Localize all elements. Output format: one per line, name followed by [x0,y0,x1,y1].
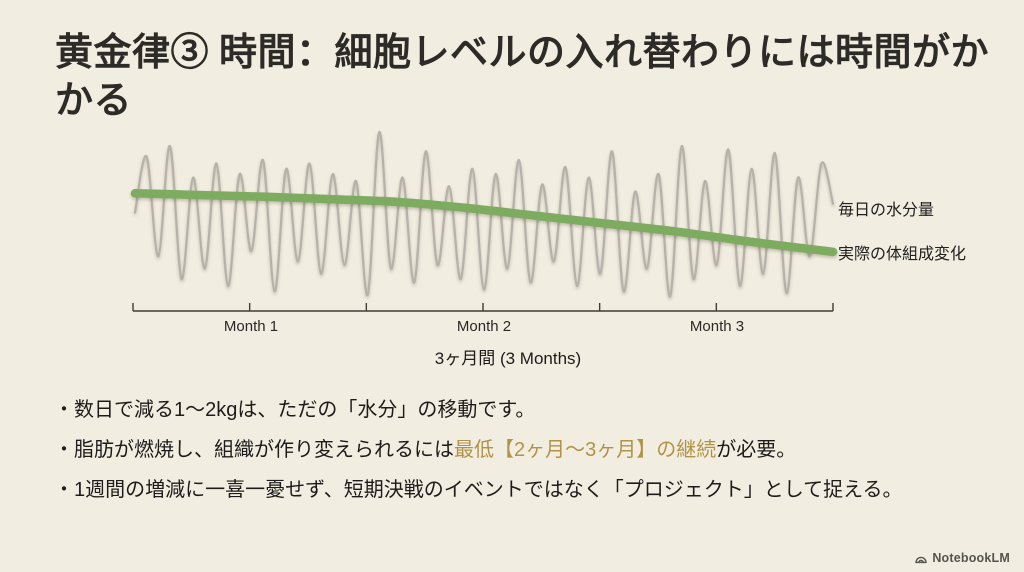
page-title: 黄金律③ 時間：細胞レベルの入れ替わりには時間がかかる [55,32,990,122]
bullet-text: ・1週間の増減に一喜一憂せず、短期決戦のイベントではなく「プロジェクト」として捉… [54,479,903,501]
daily-water-fluctuation-line [133,130,835,298]
chart: Month 1 Month 2 Month 3 3ヶ月間 (3 Months) [130,115,850,368]
notebooklm-logo: NotebookLM [914,551,1010,565]
legend-label-daily-water: 毎日の水分量 [838,202,935,219]
x-axis-title: 3ヶ月間 (3 Months) [434,349,582,368]
x-tick-label-month-3: Month 3 [689,318,745,335]
bullet-item-fat-burn-duration: ・脂肪が燃焼し、組織が作り変えられるには最低【2ヶ月〜3ヶ月】の継続が必要。 [54,430,1004,470]
chart-svg [130,130,838,312]
notebooklm-icon [915,556,927,564]
bullet-text-pre: ・脂肪が燃焼し、組織が作り変えられるには [54,439,454,461]
legend-label-body-composition: 実際の体組成変化 [838,246,967,263]
x-tick-label-month-2: Month 2 [456,318,512,335]
actual-body-composition-line [130,189,838,257]
bullet-item-project-mindset: ・1週間の増減に一喜一憂せず、短期決戦のイベントではなく「プロジェクト」として捉… [54,470,1004,510]
x-tick-label-month-1: Month 1 [223,318,279,335]
bullet-text: ・数日で減る1〜2kgは、ただの「水分」の移動です。 [54,399,536,421]
highlight-duration-text: 最低【2ヶ月〜3ヶ月】の継続 [454,439,717,461]
bullet-item-water-shift: ・数日で減る1〜2kgは、ただの「水分」の移動です。 [54,390,1004,430]
brand-text: NotebookLM [932,551,1010,565]
bullet-text-post: が必要。 [716,439,797,461]
bullet-list: ・数日で減る1〜2kgは、ただの「水分」の移動です。 ・脂肪が燃焼し、組織が作り… [54,390,1004,510]
